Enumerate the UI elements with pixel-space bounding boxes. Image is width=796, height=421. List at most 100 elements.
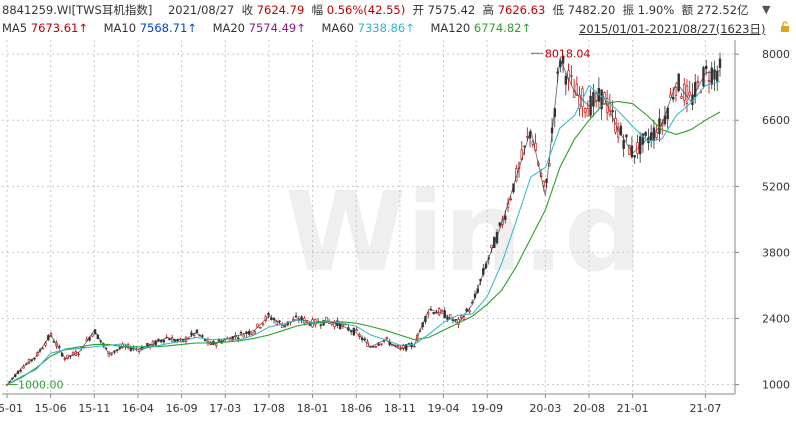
candle-body <box>190 332 193 336</box>
candle-body <box>649 132 653 142</box>
y-tick-label: 5200 <box>762 180 790 193</box>
candle-body <box>460 315 463 319</box>
candle-body <box>261 322 265 326</box>
close-value: 7624.79 <box>256 3 305 17</box>
settings-dropdown-icon[interactable]: ▼ <box>762 3 771 16</box>
x-tick-label: 18-11 <box>384 402 416 415</box>
candle-body <box>710 67 713 85</box>
change-label: 幅 <box>311 3 324 17</box>
high-label: 高 <box>482 3 495 17</box>
candle-body <box>718 58 722 69</box>
x-tick-label: 18-06 <box>340 402 372 415</box>
candle-body <box>622 139 625 149</box>
index-code[interactable]: 8841259.WI[TWS耳机指数] <box>2 3 153 17</box>
candle-body <box>215 343 218 346</box>
candle-body <box>696 80 700 84</box>
candle-body <box>168 338 171 341</box>
low-label: 低 <box>552 3 565 17</box>
y-axis: 1000 2400 3800 5200 6600 8000 <box>735 48 790 392</box>
quote-date: 2021/08/27 <box>167 3 235 17</box>
candle-body <box>454 319 457 321</box>
x-tick-label: 17-03 <box>209 402 241 415</box>
candle-body <box>438 308 441 315</box>
candle-body <box>611 110 614 113</box>
candle-body <box>201 335 204 337</box>
candle-body <box>490 244 493 248</box>
candle-body <box>41 347 44 350</box>
candle-body <box>655 132 658 138</box>
candle-body <box>462 316 466 320</box>
candle-body <box>716 71 719 82</box>
candle-body <box>338 323 342 329</box>
ma10-value: 7568.71↑ <box>139 21 197 35</box>
candle-body <box>396 345 400 347</box>
candle-body <box>504 215 507 220</box>
x-tick-label: 15-01 <box>0 402 23 415</box>
candle-body <box>586 108 590 117</box>
annotations: 8018.04 1000.00 <box>7 47 590 392</box>
ma-legend: MA5 7673.61↑ MA10 7568.71↑ MA20 7574.49↑… <box>2 21 531 35</box>
candle-body <box>616 127 620 138</box>
candle-body <box>380 343 383 345</box>
candle-body <box>242 334 245 338</box>
candle-body <box>413 345 416 348</box>
candle-body <box>371 346 375 348</box>
close-label: 收 <box>241 3 254 17</box>
candle-body <box>319 324 323 326</box>
candle-body <box>239 331 243 334</box>
candle-body <box>600 89 603 110</box>
candle-body <box>652 127 656 142</box>
candle-body <box>77 353 80 356</box>
ma120-value: 6774.82↑ <box>473 21 532 35</box>
y-tick-label: 1000 <box>762 379 790 392</box>
x-axis: 15-01 15-06 15-11 16-04 16-09 17-03 17-08 18-01… <box>0 394 721 415</box>
candle-body <box>564 75 568 85</box>
y-tick-label: 8000 <box>762 48 790 61</box>
date-range-selector[interactable]: 2015/01/01-2021/08/27(1623日) <box>579 22 766 36</box>
candle-body <box>278 320 281 322</box>
lock-icon[interactable] <box>780 21 790 32</box>
candle-body <box>385 337 389 339</box>
candle-body <box>374 346 378 348</box>
candle-body <box>570 75 573 77</box>
ma20-label: MA20 <box>212 21 246 35</box>
ma10-label: MA10 <box>103 21 137 35</box>
ma60-label: MA60 <box>321 21 354 35</box>
x-tick-label: 16-04 <box>122 402 154 415</box>
candle-body <box>468 309 471 312</box>
candle-body <box>349 330 353 333</box>
candle-body <box>713 69 716 80</box>
candle-body <box>432 312 435 315</box>
candle-body <box>498 222 501 226</box>
min-label: 1000.00 <box>18 379 64 392</box>
series-ma120 <box>6 100 721 386</box>
candle-body <box>179 338 182 340</box>
candle-body <box>129 348 133 351</box>
amp-label: 振 <box>622 3 635 17</box>
quote-header: 8841259.WI[TWS耳机指数] 2021/08/27 收 7624.79… <box>0 0 796 38</box>
candle-body <box>231 336 234 341</box>
candle-body <box>688 91 691 96</box>
candle-body <box>526 136 529 138</box>
candle-body <box>110 353 113 355</box>
candle-body <box>672 96 675 100</box>
candle-body <box>561 55 565 64</box>
candle-body <box>578 94 581 109</box>
open-label: 开 <box>412 3 425 17</box>
candle-body <box>705 65 708 70</box>
candle-body <box>325 316 328 323</box>
candle-body <box>294 315 298 318</box>
candle-body <box>250 332 254 335</box>
ma60-value: 7338.86↑ <box>357 21 415 35</box>
candle-body <box>259 326 262 329</box>
candle-body <box>253 331 256 334</box>
candle-body <box>685 85 689 104</box>
amp-value: 1.90% <box>637 3 675 17</box>
candle-body <box>592 91 595 107</box>
candle-body <box>267 313 270 316</box>
low-value: 7482.20 <box>567 3 616 17</box>
quote-row: 8841259.WI[TWS耳机指数] 2021/08/27 收 7624.79… <box>2 2 749 18</box>
candle-body <box>248 330 251 335</box>
candle-body <box>509 198 512 201</box>
